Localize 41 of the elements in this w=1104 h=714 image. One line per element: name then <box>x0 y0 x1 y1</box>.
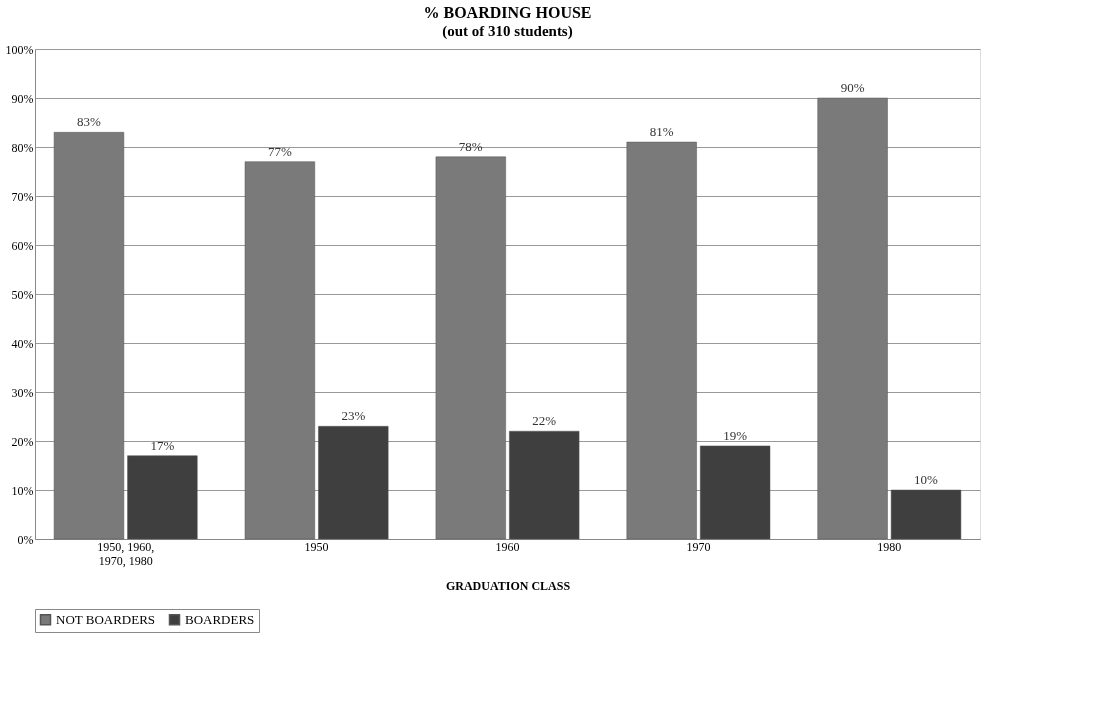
data-label: 78% <box>458 138 483 154</box>
chart-subtitle: (out of 310 students) <box>442 23 573 40</box>
x-tick-label: 1950 <box>304 539 329 554</box>
x-tick-label: 1960 <box>495 539 520 554</box>
data-label: 83% <box>77 114 102 130</box>
bar <box>699 445 771 540</box>
data-label: 90% <box>840 80 865 95</box>
y-tick-label: 60% <box>11 238 34 253</box>
bar <box>435 156 506 540</box>
bar <box>509 430 580 540</box>
data-label: 17% <box>150 437 175 453</box>
y-tick-label: 80% <box>11 140 34 155</box>
y-tick-label: 50% <box>11 287 34 302</box>
bar <box>890 489 962 540</box>
bar <box>318 426 389 540</box>
data-label: 10% <box>914 472 939 487</box>
legend-label: BOARDERS <box>185 611 255 627</box>
x-tick-label: 1970 <box>686 539 711 554</box>
y-tick-label: 0% <box>17 532 34 547</box>
chart-title: % BOARDING HOUSE <box>423 4 592 21</box>
x-axis-title: GRADUATION CLASS <box>445 578 571 593</box>
bar <box>53 132 125 540</box>
data-label: 81% <box>649 124 674 140</box>
y-tick-label: 30% <box>11 385 34 400</box>
bar <box>244 161 316 540</box>
y-tick-label: 40% <box>11 336 34 351</box>
bar <box>127 455 198 540</box>
bar <box>817 97 888 540</box>
data-label: 77% <box>267 143 292 159</box>
y-tick-label: 20% <box>11 434 34 449</box>
y-tick-label: 10% <box>11 483 34 498</box>
y-tick-label: 70% <box>11 189 34 204</box>
data-label: 22% <box>532 413 557 429</box>
x-tick-label: 1980 <box>877 539 902 554</box>
data-label: 23% <box>341 408 366 424</box>
y-tick-label: 90% <box>11 91 34 106</box>
bar <box>626 141 697 540</box>
data-label: 19% <box>723 427 748 443</box>
y-tick-label: 100% <box>5 42 34 57</box>
legend-label: NOT BOARDERS <box>56 611 156 627</box>
x-tick-label: 1950, 1960, 1970, 1980 <box>97 539 155 568</box>
